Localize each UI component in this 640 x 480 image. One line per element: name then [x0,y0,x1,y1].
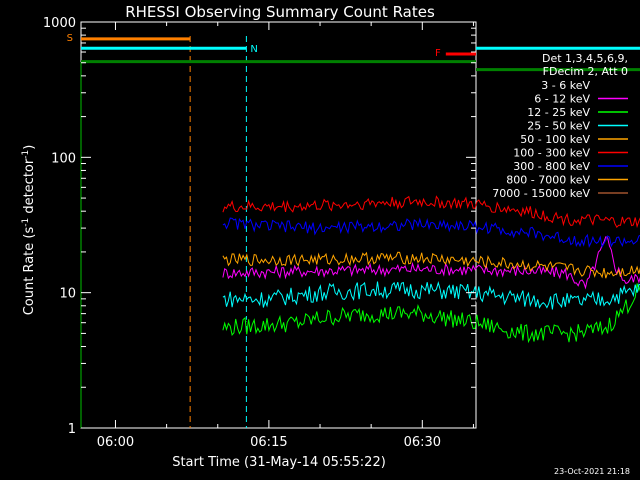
series-lines [222,195,640,344]
legend-entry-label: 3 - 6 keV [541,79,590,92]
footer-date: 23-Oct-2021 21:18 [554,467,630,476]
y-axis-label: Count Rate (s-1 detector-1) [21,145,37,316]
series-line-3 [222,283,640,344]
series-line-1 [222,277,640,325]
x-tick-label: 06:30 [404,435,441,450]
legend-entry-label: 25 - 50 keV [527,120,590,133]
series-line-2 [222,236,640,290]
saa-flag-label: S [67,33,73,44]
y-tick-label: 1 [68,422,76,437]
x-tick-label: 06:15 [250,435,287,450]
x-tick-label: 06:00 [97,435,134,450]
y-tick-label: 10 [59,287,76,302]
legend-header-line: Det 1,3,4,5,6,9, [542,52,628,65]
legend-entry-label: 7000 - 15000 keV [492,187,590,200]
legend: Det 1,3,4,5,6,9,FDecim 2, Att 03 - 6 keV… [492,52,628,200]
chart-title: RHESSI Observing Summary Count Rates [125,3,435,21]
series-line-7 [222,217,640,249]
legend-entry-label: 50 - 100 keV [520,133,590,146]
y-tick-label: 100 [51,151,76,166]
legend-entry-label: 800 - 7000 keV [506,174,590,187]
legend-entry-label: 12 - 25 keV [527,106,590,119]
night-flag-label: N [250,44,257,55]
observing-flags: SNFRD0RD6 [67,33,640,428]
legend-entry-label: 6 - 12 keV [534,93,590,106]
y-tick-label: 1000 [43,16,76,31]
series-line-6 [222,195,640,229]
legend-entry-label: 300 - 800 keV [513,160,590,173]
series-line-5 [222,251,640,279]
legend-header-line: FDecim 2, Att 0 [543,65,628,78]
series-line-4 [222,280,640,310]
legend-entry-label: 100 - 300 keV [513,147,590,160]
x-axis-label: Start Time (31-May-14 05:55:22) [172,455,386,470]
axes: 06:00 06:15 06:30 1 10 100 1000 [43,16,476,450]
flare-flag-label: F [435,48,441,59]
